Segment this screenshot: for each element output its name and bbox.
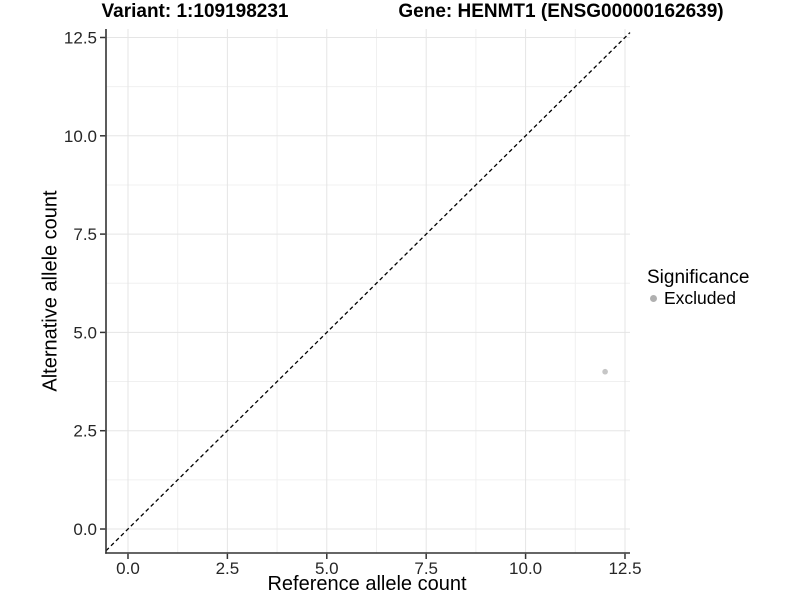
x-tick-label: 5.0 [315, 559, 339, 578]
x-tick-label: 10.0 [509, 559, 542, 578]
x-tick-label: 12.5 [608, 559, 641, 578]
legend-item-excluded: Excluded [646, 288, 749, 308]
plot-title-variant: Variant: 1:109198231 [101, 1, 289, 22]
y-tick-label: 2.5 [73, 422, 97, 441]
plot-title-gene: Gene: HENMT1 (ENSG00000162639) [398, 1, 724, 22]
y-tick-label: 7.5 [73, 225, 97, 244]
x-axis-title: Reference allele count [267, 573, 467, 595]
legend-item-label: Excluded [664, 287, 736, 308]
y-tick-label: 12.5 [64, 28, 97, 47]
data-point [602, 368, 608, 375]
legend: Significance Excluded [646, 267, 749, 308]
x-tick-label: 7.5 [414, 559, 438, 578]
y-tick-label: 5.0 [73, 323, 97, 342]
legend-key-dot-icon [650, 294, 657, 302]
y-axis-title: Alternative allele count [39, 190, 62, 392]
x-tick-label: 0.0 [116, 559, 140, 578]
legend-title: Significance [647, 267, 750, 288]
y-tick-label: 10.0 [64, 127, 97, 146]
identity-line [105, 32, 631, 552]
x-tick-label: 2.5 [216, 559, 240, 578]
y-tick-label: 0.0 [73, 520, 97, 539]
